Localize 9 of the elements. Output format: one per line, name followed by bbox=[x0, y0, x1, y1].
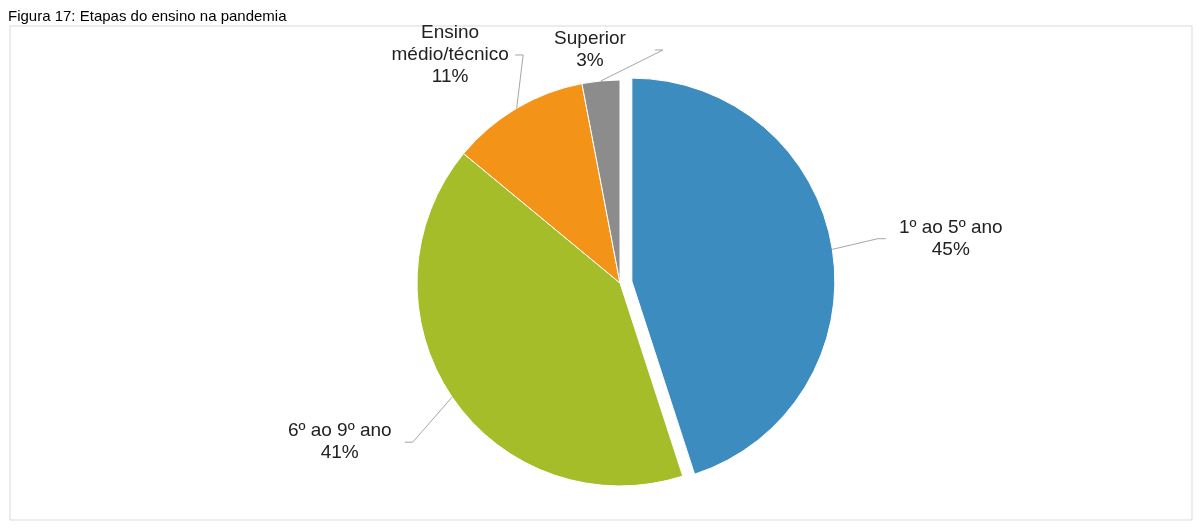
data-label: 3% bbox=[576, 49, 604, 70]
text: Figura 17: Etapas do ensino na pandemia bbox=[8, 7, 288, 24]
data-label: 45% bbox=[931, 237, 970, 259]
slice-label: Superior bbox=[554, 27, 627, 48]
slice-label: 1º ao 5º ano bbox=[898, 215, 1003, 237]
slice-label: 6º ao 9º ano bbox=[287, 419, 392, 441]
slice-label: Ensino médio/técnico bbox=[391, 20, 509, 64]
data-label: 41% bbox=[320, 441, 359, 463]
data-label: 11% bbox=[431, 64, 469, 86]
